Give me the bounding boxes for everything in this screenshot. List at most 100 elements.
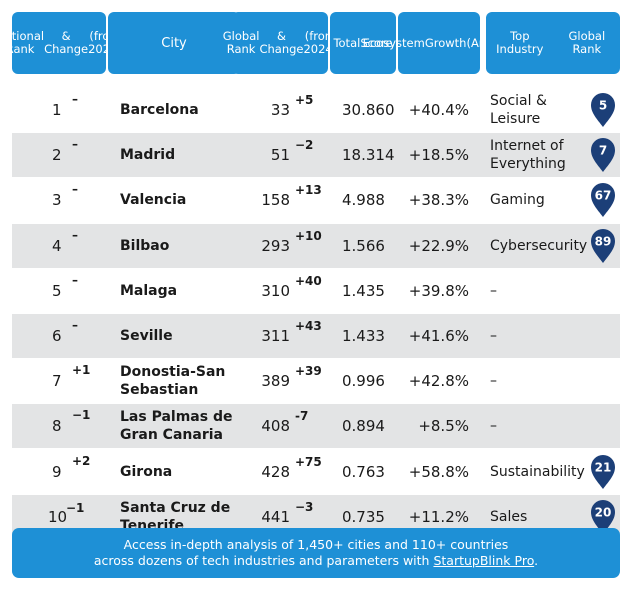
national-rank-change: +2 xyxy=(72,453,91,468)
industry-rank-badge: 5 xyxy=(590,92,616,128)
badge-rank: 67 xyxy=(595,189,612,203)
header-line: Score xyxy=(360,35,393,50)
city-line: Las Palmas de xyxy=(120,409,233,426)
badge-rank: 21 xyxy=(595,460,612,474)
total-score: 18.314 xyxy=(342,146,395,165)
city-line: Bilbao xyxy=(120,237,170,254)
table-row: 1 – Barcelona 33 +5 30.860 +40.4% Social… xyxy=(12,88,620,132)
header-line: Global Rank xyxy=(222,29,260,56)
city-name: Girona xyxy=(120,450,172,494)
city-line: Barcelona xyxy=(120,102,199,118)
city-line: Girona xyxy=(120,463,173,480)
map-pin-icon: 20 xyxy=(591,499,615,534)
industry-rank-badge: 67 xyxy=(590,182,616,218)
header-line: Top Industry xyxy=(496,29,544,56)
national-rank-change: – xyxy=(72,318,78,332)
top-industry: Cybersecurity xyxy=(490,224,587,268)
industry-line: Everything xyxy=(490,156,566,173)
city-line: Gran Canaria xyxy=(120,427,223,444)
city-line: Donostia-San xyxy=(120,364,226,381)
city-name: Madrid xyxy=(120,133,175,177)
national-rank-change: −1 xyxy=(66,500,85,515)
national-rank-change: – xyxy=(72,182,78,197)
table-row: 6 – Seville 311 +43 1.433 +41.6% – xyxy=(12,314,620,358)
top-industry: Sustainability xyxy=(490,450,585,494)
city-line: Seville xyxy=(120,328,173,344)
table-row: 8 −1 Las Palmas de Gran Canaria 408 -7 0.… xyxy=(12,404,620,449)
industry-line: – xyxy=(490,282,497,299)
ecosystem-growth: +38.3% xyxy=(408,191,469,210)
top-industry: Sales xyxy=(490,495,527,539)
top-industry: – xyxy=(490,269,497,313)
city-name: Seville xyxy=(120,314,173,358)
footer-line-2-suffix: . xyxy=(534,553,539,568)
footer-line-2-prefix: across dozens of tech industries and par… xyxy=(93,553,434,568)
footer-line-2: across dozens of tech industries and par… xyxy=(94,553,538,569)
industry-line: Cybersecurity xyxy=(490,237,588,254)
table-row: 7 +1 Donostia-San Sebastian 389 +39 0.996… xyxy=(12,359,620,403)
top-industry: Internet of Everything xyxy=(490,133,566,177)
footer-banner: Access in-depth analysis of 1,450+ citie… xyxy=(12,528,620,578)
global-rank-change: +40 xyxy=(295,273,322,288)
global-rank-change: +5 xyxy=(295,93,314,107)
top-industry: – xyxy=(490,404,497,448)
ecosystem-growth: +8.5% xyxy=(418,417,469,436)
pin-shape xyxy=(591,183,615,218)
industry-line: – xyxy=(490,373,497,390)
total-score: 0.763 xyxy=(342,462,385,481)
city-line: Valencia xyxy=(120,192,187,209)
header-top-industry: Top Industry Global Rank xyxy=(486,12,620,74)
city-name: Valencia xyxy=(120,178,186,222)
national-rank: 8 xyxy=(52,417,62,436)
city-name: Donostia-San Sebastian xyxy=(120,359,225,403)
total-score: 0.735 xyxy=(342,507,385,526)
global-rank: 389 xyxy=(261,372,290,391)
map-pin-icon: 89 xyxy=(591,228,615,263)
industry-line: Sustainability xyxy=(490,463,585,480)
ecosystem-growth: +39.8% xyxy=(408,281,469,300)
global-rank-change: −3 xyxy=(295,499,314,514)
national-rank: 10 xyxy=(48,507,68,526)
city-line: Malaga xyxy=(120,282,178,299)
national-rank: 6 xyxy=(52,327,62,345)
pin-shape xyxy=(591,228,615,263)
global-rank: 441 xyxy=(261,507,290,526)
table-row: 2 – Madrid 51 −2 18.314 +18.5% Internet … xyxy=(12,133,620,178)
map-pin-icon: 7 xyxy=(591,138,615,173)
top-industry: – xyxy=(490,359,497,403)
city-name: Bilbao xyxy=(120,224,169,268)
global-rank-change: +43 xyxy=(295,319,322,333)
top-industry: – xyxy=(490,314,497,358)
total-score: 0.894 xyxy=(342,417,385,436)
industry-rank-badge: 21 xyxy=(590,454,616,490)
industry-line: Gaming xyxy=(490,192,545,209)
header-line: Global Rank xyxy=(568,29,606,56)
national-rank: 1 xyxy=(52,101,62,119)
city-line: Madrid xyxy=(120,147,176,164)
global-rank: 311 xyxy=(261,327,290,345)
global-rank: 408 xyxy=(261,417,290,436)
total-score: 1.435 xyxy=(342,281,385,300)
global-rank-change: +75 xyxy=(295,454,322,469)
top-industry: Gaming xyxy=(490,178,545,222)
national-rank-change: +1 xyxy=(72,363,91,378)
global-rank: 428 xyxy=(261,462,290,481)
table-row: 3 – Valencia 158 +13 4.988 +38.3% Gaming… xyxy=(12,178,620,222)
national-rank: 7 xyxy=(52,372,62,391)
header-line: Growth xyxy=(424,35,467,50)
city-line: Sebastian xyxy=(120,382,199,399)
national-rank-change: −1 xyxy=(72,408,91,423)
header-line: (from 2024) xyxy=(303,29,338,56)
industry-line: Leisure xyxy=(490,111,541,127)
global-rank: 158 xyxy=(261,191,290,210)
national-rank-change: – xyxy=(72,272,78,287)
badge-rank: 89 xyxy=(595,234,612,248)
startupblink-pro-link[interactable]: StartupBlink Pro xyxy=(433,553,535,568)
table-row: 5 – Malaga 310 +40 1.435 +39.8% – xyxy=(12,269,620,313)
global-rank: 293 xyxy=(261,236,290,255)
industry-line: – xyxy=(490,328,497,344)
total-score: 30.860 xyxy=(342,101,395,119)
global-rank-change: +13 xyxy=(295,183,322,198)
map-pin-icon: 21 xyxy=(591,454,615,489)
